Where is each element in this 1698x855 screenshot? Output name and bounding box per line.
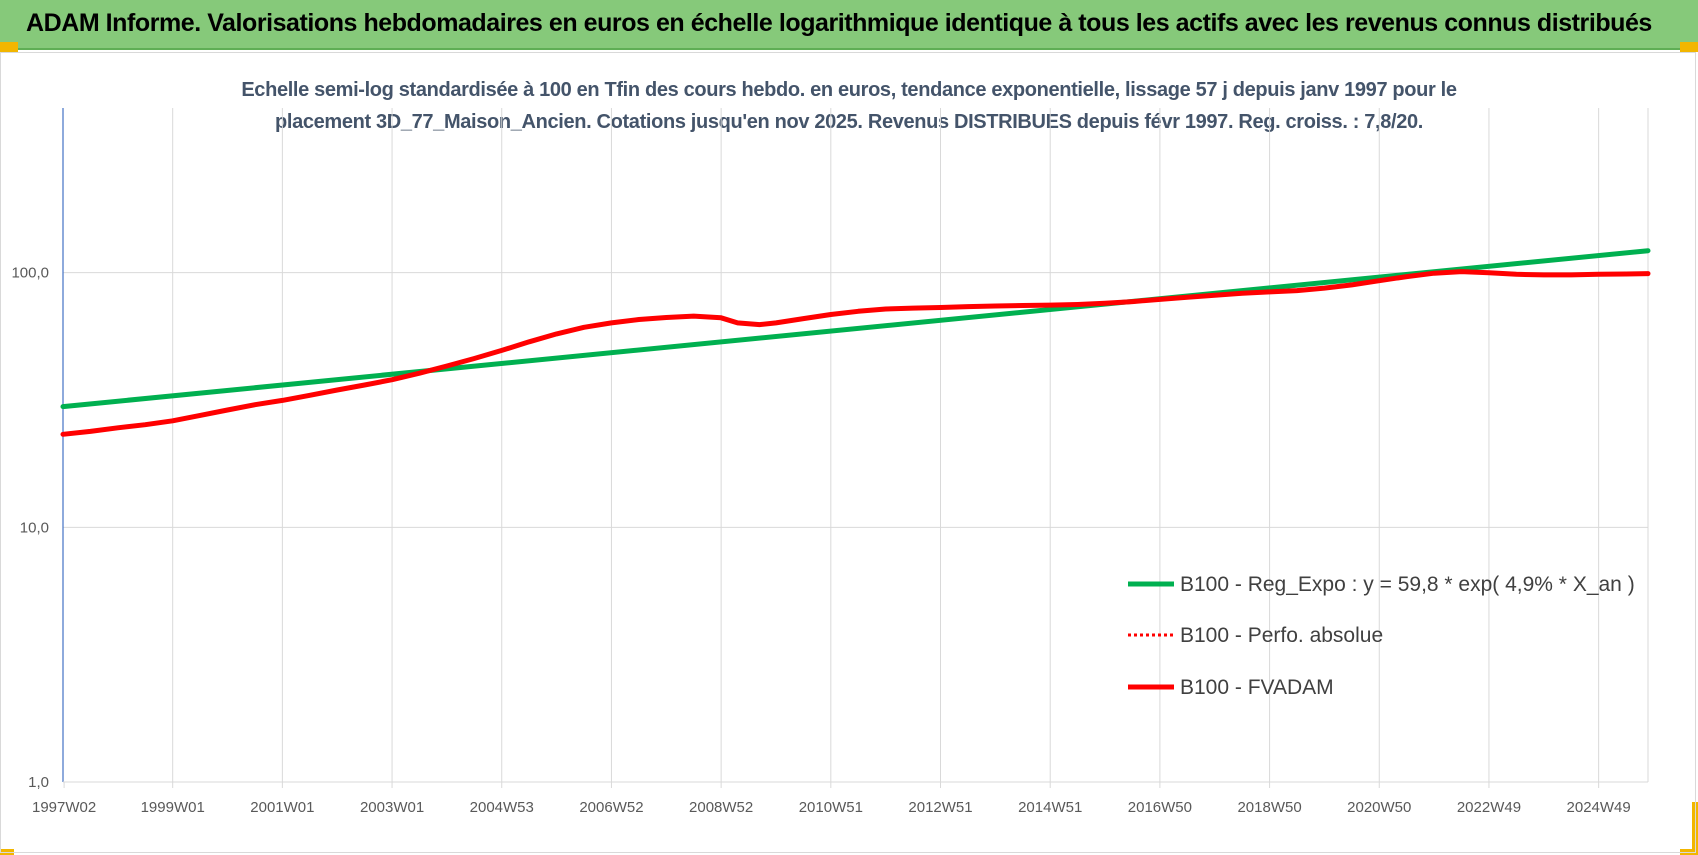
page-title: ADAM Informe. Valorisations hebdomadaire…	[26, 9, 1652, 37]
x-tick-label: 2003W01	[360, 799, 424, 816]
header-banner: ADAM Informe. Valorisations hebdomadaire…	[0, 0, 1698, 50]
chart-title: Echelle semi-log standardisée à 100 en T…	[150, 74, 1548, 138]
y-tick-label: 100,0	[11, 265, 49, 282]
x-tick-label: 1997W02	[32, 799, 96, 816]
legend-label-3: B100 - FVADAM	[1180, 676, 1334, 699]
x-tick-label: 1999W01	[141, 799, 205, 816]
x-tick-label: 2020W50	[1347, 799, 1411, 816]
y-tick-label: 1,0	[28, 774, 49, 791]
x-tick-label: 2006W52	[579, 799, 643, 816]
x-tick-label: 2022W49	[1457, 799, 1521, 816]
chart-frame	[0, 52, 1696, 853]
legend-label-2: B100 - Perfo. absolue	[1180, 624, 1383, 647]
x-tick-label: 2001W01	[250, 799, 314, 816]
series-line-3	[60, 269, 1651, 437]
grid-layer	[63, 108, 1649, 783]
x-tick-label: 2016W50	[1128, 799, 1192, 816]
series-layer	[60, 248, 1651, 437]
axis-layer: 1997W02 1999W01 2001W01 2003W01 2004W53 2006W…	[11, 108, 1648, 816]
y-tick-label: 10,0	[20, 519, 49, 536]
x-tick-label: 2004W53	[470, 799, 534, 816]
chart-title-line-1: Echelle semi-log standardisée à 100 en T…	[241, 79, 1457, 101]
x-tick-label: 2010W51	[799, 799, 863, 816]
x-tick-label: 2014W51	[1018, 799, 1082, 816]
legend: B100 - Reg_Expo : y = 59,8 * exp( 4,9% *…	[1128, 573, 1635, 699]
x-tick-label: 2018W50	[1237, 799, 1301, 816]
legend-label-1: B100 - Reg_Expo : y = 59,8 * exp( 4,9% *…	[1180, 573, 1635, 596]
x-tick-label: 2008W52	[689, 799, 753, 816]
chart-title-line-2: placement 3D_77_Maison_Ancien. Cotations…	[275, 111, 1423, 133]
x-tick-label: 2024W49	[1567, 799, 1631, 816]
series-line-1	[60, 248, 1651, 410]
corner-marker-top-left	[0, 42, 18, 52]
corner-marker-top-right	[1680, 42, 1698, 52]
x-tick-label: 2012W51	[908, 799, 972, 816]
